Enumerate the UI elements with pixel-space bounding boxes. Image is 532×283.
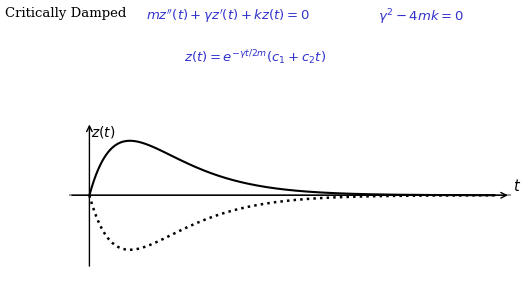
Text: Critically Damped: Critically Damped: [5, 7, 127, 20]
Text: $z(t) = e^{-\gamma t/2m}(c_1 + c_2 t)$: $z(t) = e^{-\gamma t/2m}(c_1 + c_2 t)$: [184, 48, 326, 67]
Text: $z(t)$: $z(t)$: [92, 124, 116, 140]
Text: $t$: $t$: [513, 178, 521, 194]
Text: $\gamma^2 - 4mk = 0$: $\gamma^2 - 4mk = 0$: [378, 7, 463, 27]
Text: $mz^{\prime\prime}(t) + \gamma z^{\prime}(t) + kz(t) = 0$: $mz^{\prime\prime}(t) + \gamma z^{\prime…: [146, 7, 310, 25]
